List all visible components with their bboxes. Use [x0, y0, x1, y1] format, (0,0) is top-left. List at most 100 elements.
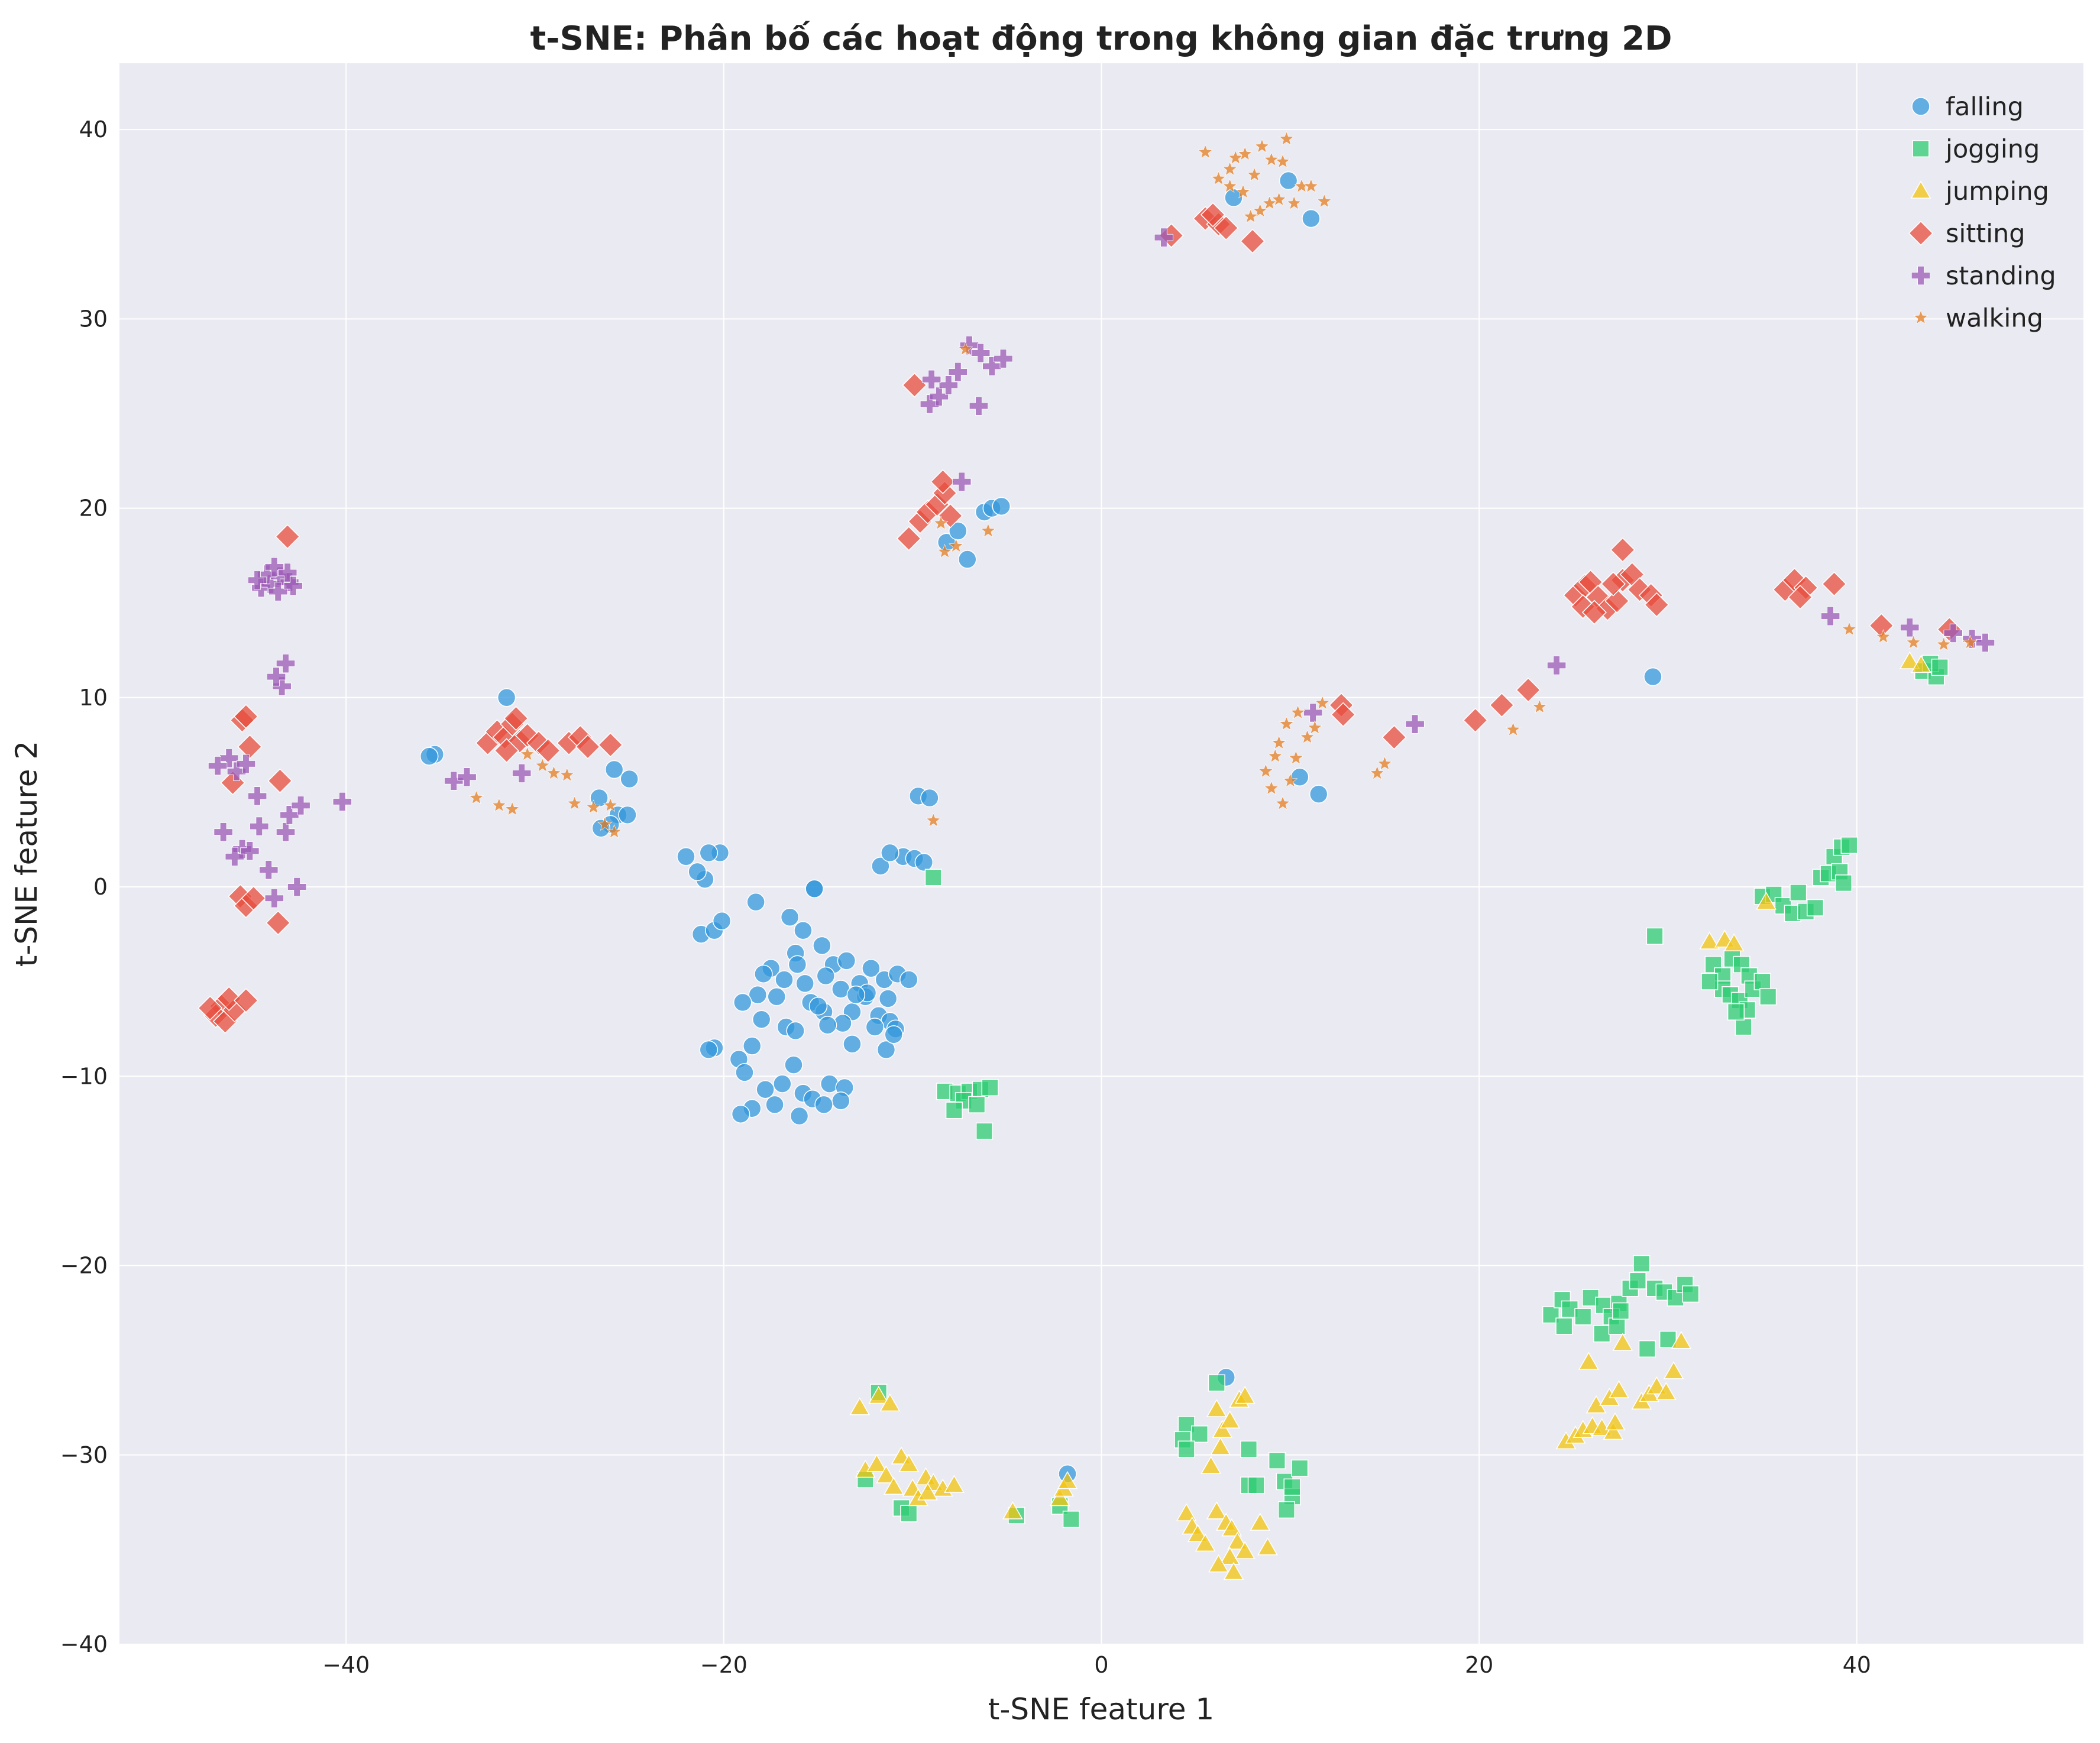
point-standing: [250, 817, 269, 836]
point-sitting: [1516, 677, 1541, 703]
point-jogging: [1727, 1003, 1745, 1020]
point-jumping: [1756, 892, 1777, 910]
point-sitting: [1331, 702, 1356, 727]
y-tick-label: 40: [79, 116, 108, 142]
point-walking: [1253, 203, 1268, 218]
point-jogging: [1593, 1325, 1611, 1343]
point-standing: [264, 557, 284, 576]
point-walking: [1288, 750, 1303, 764]
point-falling: [818, 1016, 837, 1035]
point-falling: [752, 1010, 771, 1029]
point-walking: [1936, 636, 1952, 651]
point-walking: [1222, 161, 1238, 176]
point-jumping: [1223, 1561, 1244, 1580]
x-tick-label: 0: [1094, 1652, 1108, 1678]
point-walking: [1258, 763, 1273, 778]
point-standing: [1546, 656, 1567, 675]
point-jogging: [1612, 1302, 1630, 1320]
point-falling: [590, 788, 609, 808]
point-jogging: [924, 869, 942, 886]
point-jogging: [968, 1096, 986, 1113]
legend-marker-standing: [1911, 265, 1931, 286]
point-falling: [1643, 667, 1662, 686]
point-walking: [597, 817, 613, 831]
point-walking: [1228, 150, 1243, 164]
point-falling: [788, 955, 807, 974]
point-standing: [272, 676, 292, 696]
point-falling: [754, 964, 773, 984]
point-standing: [268, 582, 288, 601]
legend-label-standing: standing: [1946, 261, 2056, 291]
point-jumping: [1049, 1488, 1070, 1507]
point-standing: [920, 394, 940, 414]
point-standing: [921, 370, 941, 389]
point-jumping: [1604, 1412, 1626, 1431]
point-jumping: [917, 1482, 939, 1501]
point-falling: [618, 805, 637, 825]
point-falling: [735, 1063, 754, 1082]
point-jogging: [945, 1101, 963, 1119]
point-falling: [699, 843, 719, 863]
point-walking: [1262, 195, 1277, 210]
point-falling: [773, 1074, 792, 1093]
point-jogging: [1834, 874, 1853, 892]
point-walking: [535, 757, 550, 772]
point-jumping: [1899, 651, 1920, 669]
point-jogging: [1807, 899, 1824, 916]
point-walking: [1303, 178, 1319, 193]
point-walking: [1307, 720, 1322, 734]
point-sitting: [494, 738, 519, 763]
point-falling: [712, 911, 732, 931]
point-jogging: [1790, 884, 1807, 902]
point-sitting: [896, 526, 921, 551]
point-jogging: [1268, 1452, 1286, 1469]
point-jumping: [898, 1454, 920, 1472]
point-falling: [1302, 209, 1321, 228]
point-falling: [914, 853, 934, 872]
point-jogging: [1633, 1255, 1651, 1272]
point-jumping: [879, 1393, 901, 1412]
point-jumping: [1234, 1541, 1256, 1559]
point-falling: [731, 1104, 750, 1124]
point-jogging: [1638, 1340, 1656, 1358]
point-falling: [899, 970, 918, 989]
legend-label-falling: falling: [1946, 92, 2024, 122]
point-falling: [808, 997, 828, 1016]
point-sitting: [1787, 585, 1813, 610]
legend-marker-sitting: [1908, 221, 1934, 246]
point-walking: [559, 767, 575, 782]
point-walking: [1267, 748, 1283, 763]
series-standing: [208, 228, 1995, 908]
point-standing: [264, 889, 284, 908]
point-jumping: [849, 1397, 871, 1415]
point-jogging: [1629, 1272, 1646, 1290]
point-sitting: [930, 469, 956, 494]
point-falling: [1309, 785, 1328, 804]
point-walking: [1875, 629, 1891, 644]
point-standing: [1943, 623, 1963, 643]
point-jogging: [1840, 837, 1858, 854]
point-jogging: [1240, 1440, 1258, 1458]
point-jumping: [1257, 1537, 1278, 1556]
point-jogging: [1277, 1501, 1295, 1519]
point-jogging: [1191, 1425, 1209, 1443]
point-sitting: [1581, 600, 1607, 625]
point-falling: [958, 550, 977, 569]
point-sitting: [216, 986, 242, 1012]
x-tick-label: 20: [1465, 1652, 1493, 1678]
point-jumping: [1603, 1421, 1624, 1440]
point-jumping: [866, 1454, 887, 1472]
point-jumping: [944, 1475, 965, 1493]
point-falling: [748, 985, 768, 1005]
point-walking: [603, 798, 618, 812]
tick-labels: −40 −20 0 20 40 −40 −30 −20 −10 0 10 20 30 40: [60, 116, 1871, 1678]
point-standing: [247, 786, 267, 806]
y-tick-label: −10: [60, 1063, 108, 1089]
point-walking: [933, 515, 949, 530]
point-sitting: [233, 988, 259, 1013]
point-walking: [546, 765, 562, 780]
point-falling: [992, 497, 1011, 516]
point-standing: [982, 357, 1002, 376]
point-jumping: [1187, 1524, 1208, 1543]
point-jogging: [1646, 927, 1664, 945]
